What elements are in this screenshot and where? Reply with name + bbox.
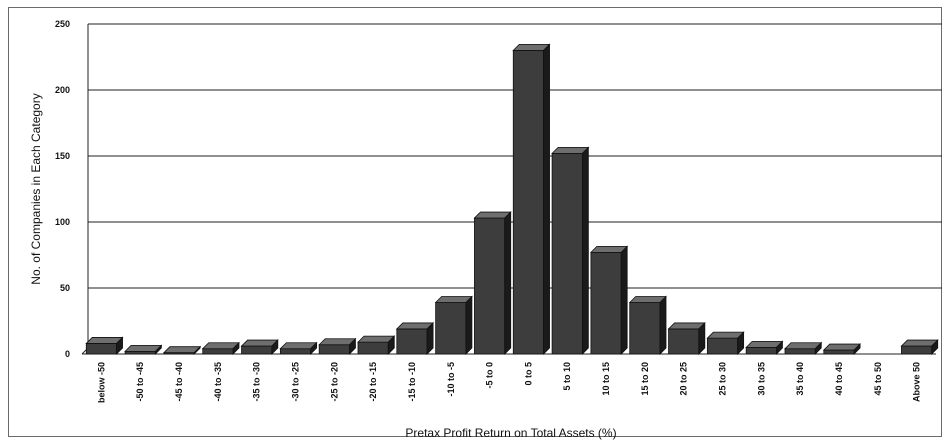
bar-40 to 45 [822, 343, 862, 355]
bar-side [465, 295, 473, 355]
bar-side [504, 211, 512, 355]
x-tick-label: -5 to 0 [485, 362, 495, 389]
bar--35 to -30 [240, 339, 279, 355]
bar--5 to 0 [473, 211, 512, 355]
bar--50 to -45 [124, 344, 163, 355]
bar-front [901, 345, 933, 355]
x-tick-label: 30 to 35 [756, 362, 766, 396]
x-tick-label: -10 to -5 [446, 362, 456, 397]
bar-front [745, 346, 777, 355]
bar--30 to -25 [279, 341, 318, 355]
bar-side [931, 339, 939, 355]
bar-side [310, 341, 318, 355]
x-tick-labels: below -50 -50 to -45 -45 to -40 -40 to -35 -… [96, 362, 921, 403]
bar-side [271, 339, 279, 355]
bar-30 to 35 [745, 340, 784, 355]
bar-front [202, 348, 234, 355]
bar-5 to 10 [551, 146, 590, 355]
bar-side [426, 321, 434, 355]
x-tick-label: 15 to 20 [640, 362, 650, 396]
bar-front [629, 302, 661, 355]
bar-side [193, 345, 201, 355]
x-axis-title: Pretax Profit Return on Total Assets (%) [405, 426, 616, 440]
bar-side [659, 295, 667, 355]
y-axis-title: No. of Companies in Each Category [29, 93, 43, 284]
bar-front [668, 328, 700, 355]
x-tick-label: 45 to 50 [873, 362, 883, 396]
bar-Above 50 [900, 339, 939, 355]
x-tick-label: 20 to 25 [679, 362, 689, 396]
bar--20 to -15 [357, 335, 396, 355]
bar-35 to 40 [784, 341, 823, 355]
bar-15 to 20 [628, 295, 667, 355]
bar-side [737, 331, 745, 355]
bar-below -50 [85, 336, 124, 355]
x-tick-label: 25 to 30 [718, 362, 728, 396]
bar--45 to -40 [162, 345, 202, 355]
bar-front [357, 341, 389, 355]
bar-front [551, 152, 583, 355]
bar--40 to -35 [201, 341, 240, 355]
bar-front [241, 345, 273, 355]
x-tick-label: 35 to 40 [795, 362, 805, 396]
bar-20 to 25 [667, 321, 706, 355]
y-tick-label: 250 [55, 19, 70, 29]
y-tick-label: 100 [55, 217, 70, 227]
bar-front [85, 343, 117, 355]
bar-side [543, 43, 550, 355]
bar-side [581, 146, 589, 355]
bar-front [318, 344, 350, 355]
x-tick-label: -30 to -25 [291, 362, 301, 402]
bar-25 to 30 [706, 331, 745, 355]
x-tick-label: -50 to -45 [135, 362, 145, 402]
bar-side [154, 344, 162, 355]
bar-front [279, 348, 312, 355]
y-tick-label: 0 [65, 349, 70, 359]
x-tick-label: 10 to 15 [601, 362, 611, 396]
x-tick-label: below -50 [96, 362, 106, 403]
bar-front [823, 349, 855, 355]
y-tick-labels: 0 50 100 150 200 250 [55, 19, 70, 359]
x-tick-label: -15 to -10 [407, 362, 417, 402]
x-tick-label: -45 to -40 [174, 362, 184, 402]
x-tick-label: -20 to -15 [368, 362, 378, 402]
bar-front [396, 328, 428, 355]
bar-front [512, 50, 544, 355]
bar-front [706, 337, 739, 355]
bar-front [474, 217, 506, 355]
bar--15 to -10 [395, 321, 435, 355]
bar-side [387, 335, 395, 355]
bar-side [776, 340, 783, 355]
x-tick-label: -35 to -30 [252, 362, 262, 402]
bar-front [435, 302, 467, 355]
bar-side [853, 343, 861, 355]
bar--10 to -5 [434, 295, 473, 355]
bar--25 to -20 [318, 337, 357, 355]
x-tick-label: -40 to -35 [213, 362, 223, 402]
bar-side [349, 337, 356, 355]
x-tick-label: 40 to 45 [834, 362, 844, 396]
bar-front [784, 348, 816, 355]
bar-side [620, 245, 628, 355]
x-tick-label: -25 to -20 [329, 362, 339, 402]
bar-side [232, 341, 240, 355]
x-tick-label: Above 50 [912, 362, 922, 402]
bar-side [814, 341, 822, 355]
y-tick-label: 50 [60, 283, 70, 293]
bar-side [698, 321, 706, 355]
x-tick-label: 5 to 10 [562, 362, 572, 391]
y-tick-label: 200 [55, 85, 70, 95]
x-tick-label: 0 to 5 [523, 362, 533, 386]
bar-10 to 15 [589, 245, 629, 355]
bar-front [590, 251, 622, 355]
y-tick-label: 150 [55, 151, 70, 161]
bar-side [116, 336, 123, 355]
bars [85, 43, 939, 355]
bar-0 to 5 [512, 43, 551, 355]
